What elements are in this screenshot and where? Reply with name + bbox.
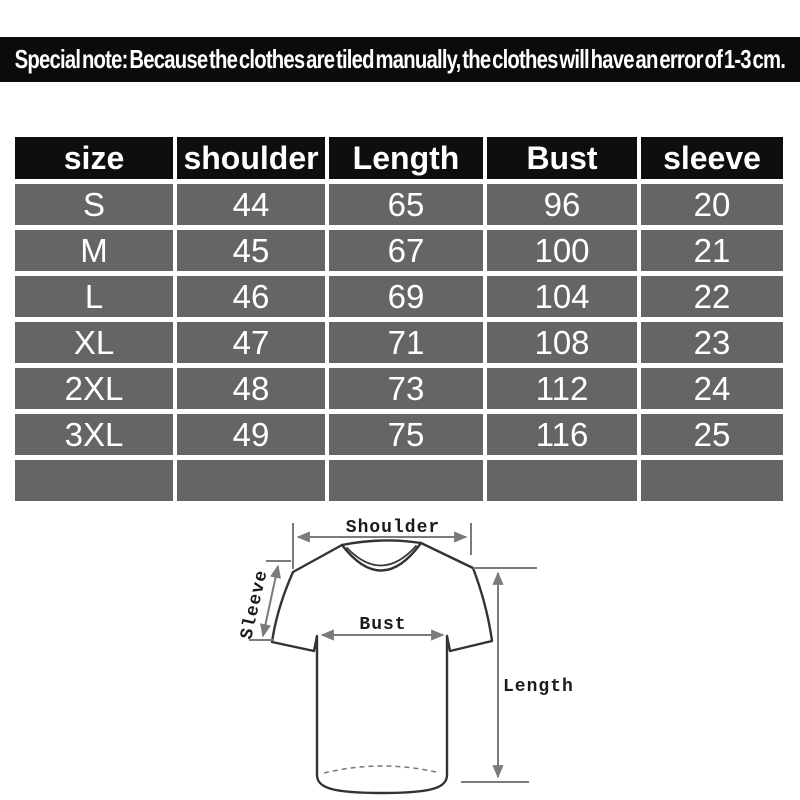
cell-size: XL: [15, 322, 173, 363]
cell-sleeve: 22: [641, 276, 783, 317]
cell-size: 2XL: [15, 368, 173, 409]
cell-sleeve: [641, 460, 783, 501]
cell-shoulder: 46: [177, 276, 325, 317]
table-row-l: L 46 69 104 22: [15, 276, 783, 317]
table-row-2xl: 2XL 48 73 112 24: [15, 368, 783, 409]
cell-length: 73: [329, 368, 483, 409]
bust-label: Bust: [359, 615, 406, 635]
table-row-m: M 45 67 100 21: [15, 230, 783, 271]
special-note-banner: Special note: Because the clothes are ti…: [0, 37, 800, 82]
col-header-size: size: [15, 137, 173, 179]
cell-length: [329, 460, 483, 501]
cell-bust: 104: [487, 276, 637, 317]
size-table: size shoulder Length Bust sleeve S 44 65…: [11, 132, 787, 506]
length-label: Length: [503, 677, 574, 697]
cell-shoulder: [177, 460, 325, 501]
cell-length: 69: [329, 276, 483, 317]
cell-length: 67: [329, 230, 483, 271]
size-table-header-row: size shoulder Length Bust sleeve: [15, 137, 783, 179]
collar-neckline: [340, 541, 423, 572]
cell-length: 71: [329, 322, 483, 363]
cell-sleeve: 23: [641, 322, 783, 363]
cell-bust: [487, 460, 637, 501]
collar-top-line: [340, 539, 423, 547]
cell-sleeve: 25: [641, 414, 783, 455]
cell-bust: 100: [487, 230, 637, 271]
cell-bust: 112: [487, 368, 637, 409]
cell-shoulder: 45: [177, 230, 325, 271]
tshirt-measurement-diagram: Shoulder Sleeve Bust Length: [237, 518, 574, 795]
cell-sleeve: 20: [641, 184, 783, 225]
cell-length: 65: [329, 184, 483, 225]
table-row-3xl: 3XL 49 75 116 25: [15, 414, 783, 455]
collar-inner-line: [346, 545, 417, 567]
cell-shoulder: 48: [177, 368, 325, 409]
col-header-bust: Bust: [487, 137, 637, 179]
sleeve-measure-line: [260, 564, 281, 638]
table-row-empty: [15, 460, 783, 501]
cell-shoulder: 44: [177, 184, 325, 225]
col-header-sleeve: sleeve: [641, 137, 783, 179]
cell-size: [15, 460, 173, 501]
cell-size: 3XL: [15, 414, 173, 455]
shoulder-label: Shoulder: [346, 518, 440, 538]
col-header-shoulder: shoulder: [177, 137, 325, 179]
sleeve-label: Sleeve: [237, 568, 272, 641]
cell-bust: 96: [487, 184, 637, 225]
cell-bust: 108: [487, 322, 637, 363]
special-note-text: Special note: Because the clothes are ti…: [14, 44, 786, 74]
cell-sleeve: 21: [641, 230, 783, 271]
cell-size: L: [15, 276, 173, 317]
hem-dashed-line: [323, 765, 441, 774]
table-row-xl: XL 47 71 108 23: [15, 322, 783, 363]
cell-shoulder: 49: [177, 414, 325, 455]
cell-size: M: [15, 230, 173, 271]
tshirt-outline: [270, 541, 494, 795]
cell-size: S: [15, 184, 173, 225]
cell-length: 75: [329, 414, 483, 455]
cell-shoulder: 47: [177, 322, 325, 363]
cell-bust: 116: [487, 414, 637, 455]
cell-sleeve: 24: [641, 368, 783, 409]
table-row-s: S 44 65 96 20: [15, 184, 783, 225]
col-header-length: Length: [329, 137, 483, 179]
